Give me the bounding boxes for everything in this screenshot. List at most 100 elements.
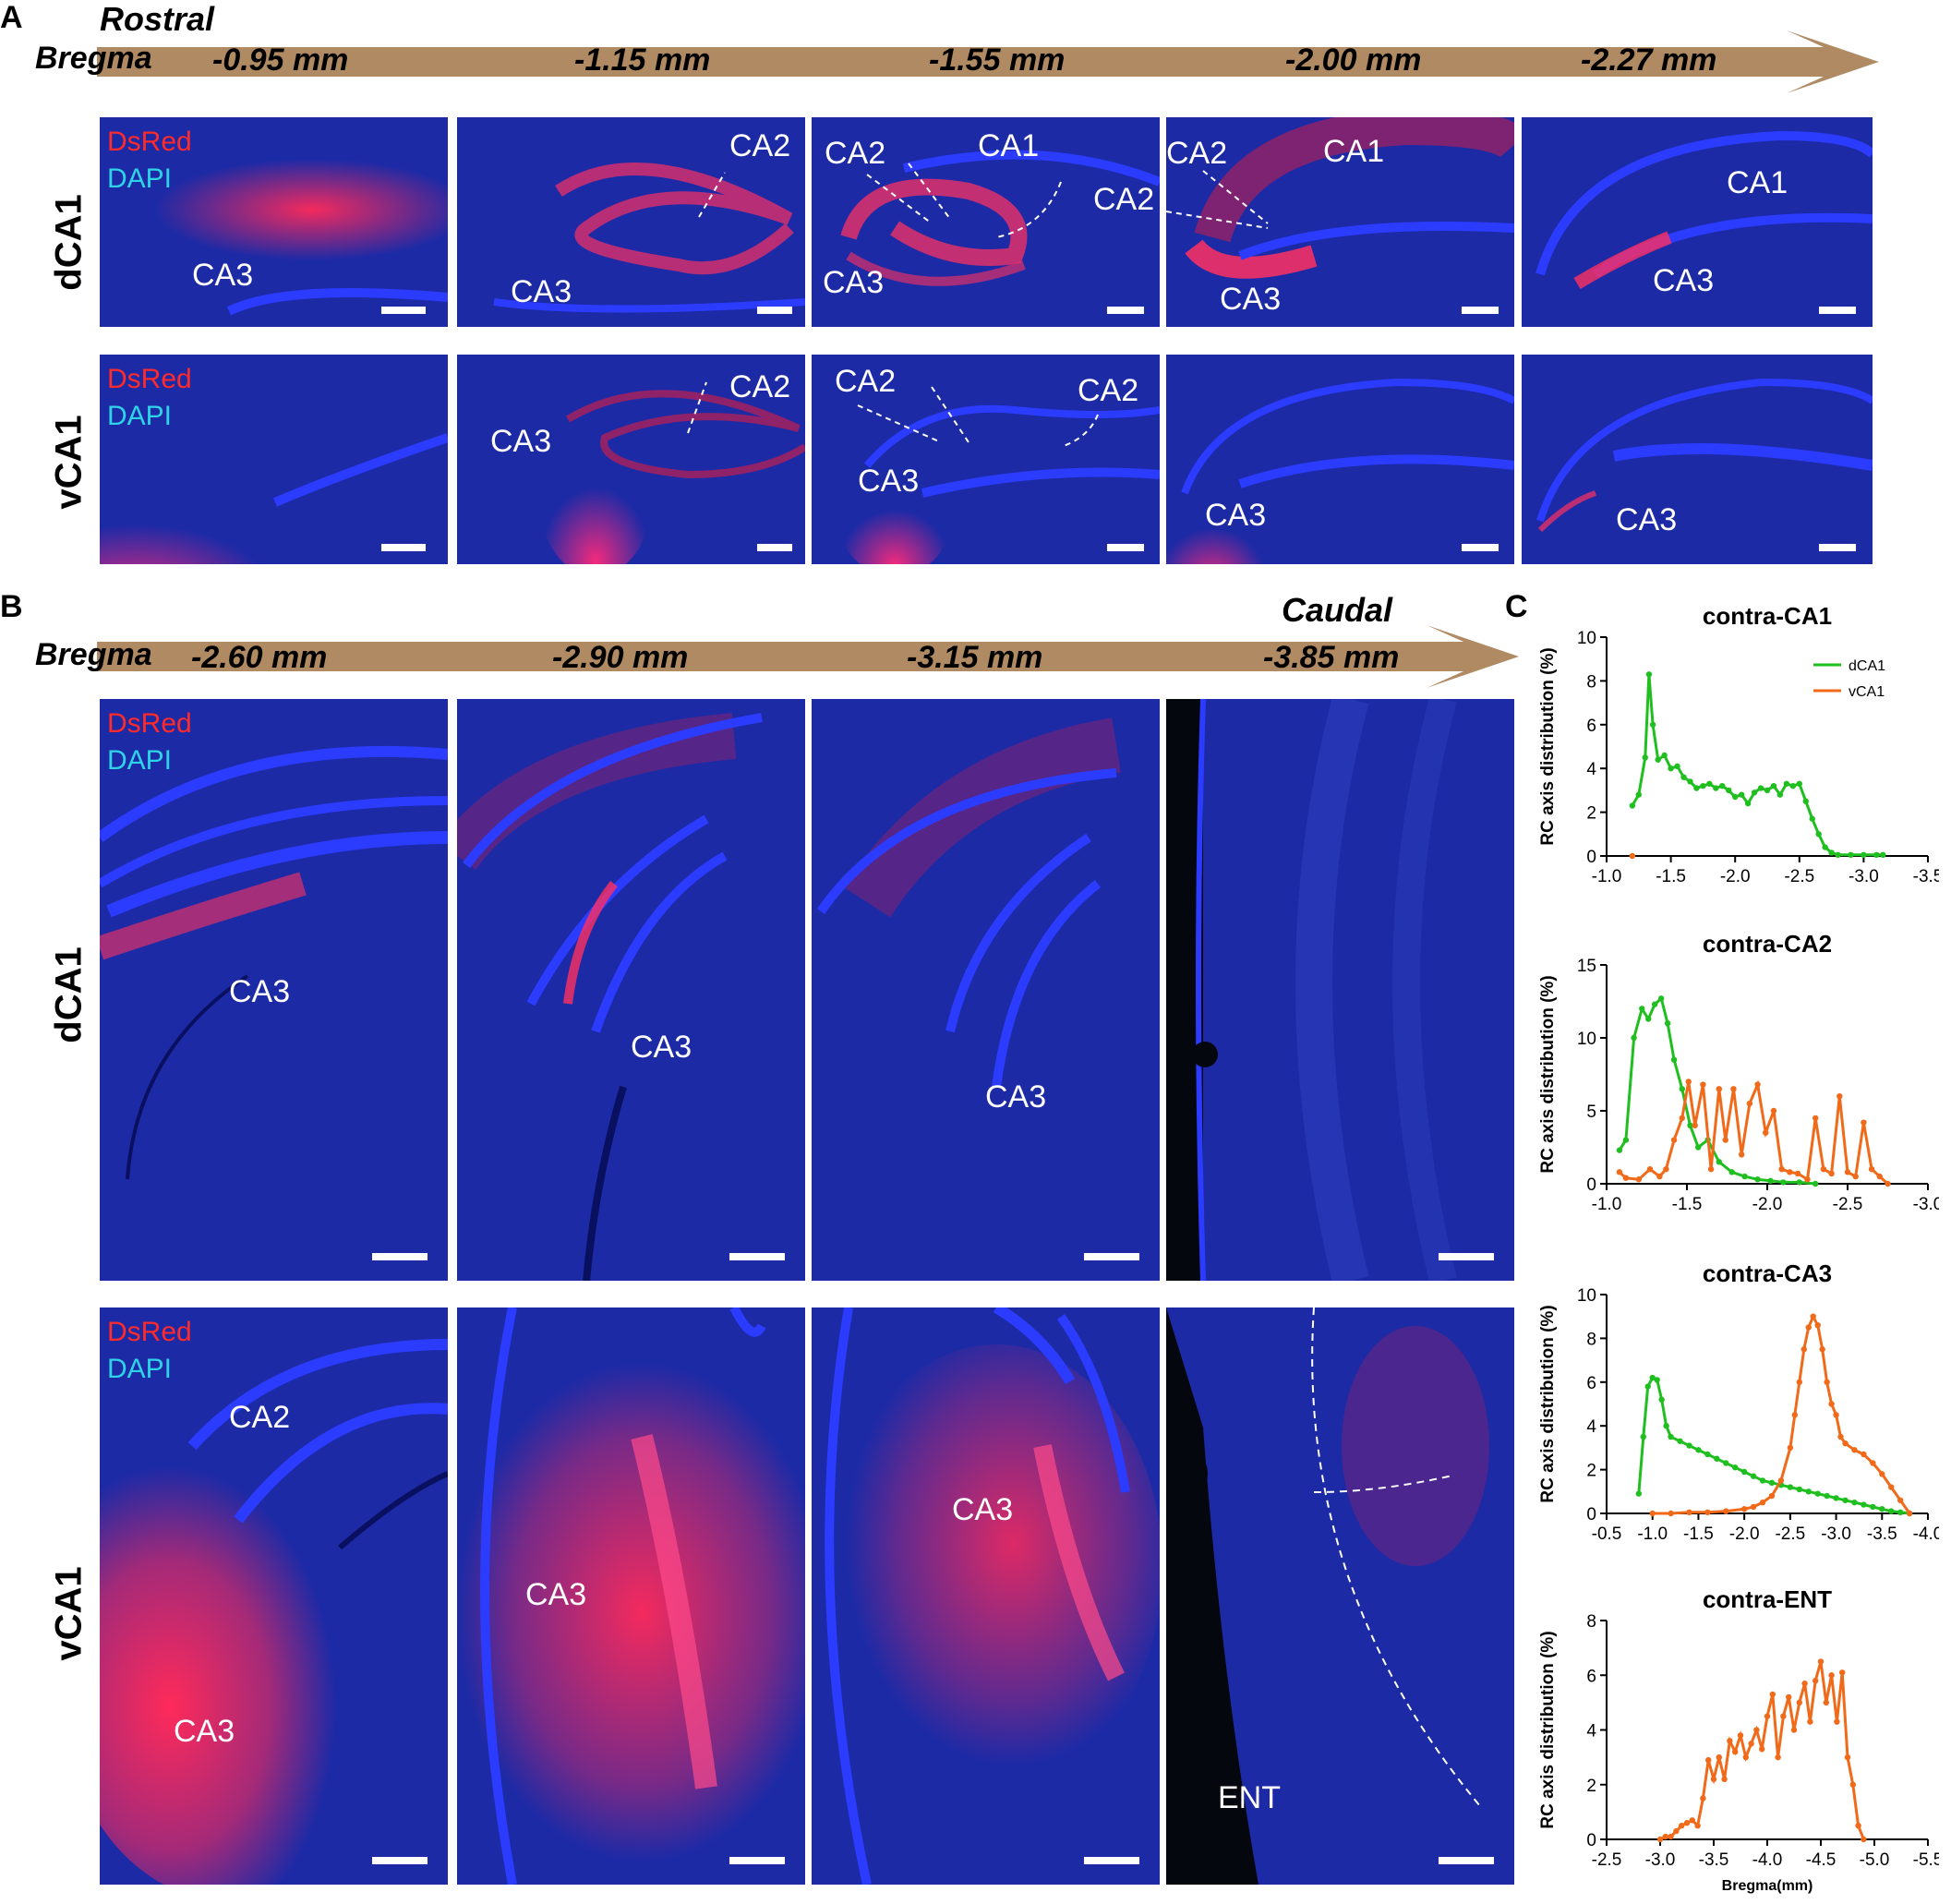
y-tick-label: 8 (1586, 672, 1596, 692)
data-point-vca1 (1763, 1129, 1769, 1136)
data-point-dca1 (1706, 780, 1713, 787)
x-tick-label: -5.0 (1860, 1850, 1890, 1870)
data-point-dca1 (1645, 1016, 1652, 1022)
data-point-dca1 (1670, 1056, 1678, 1063)
data-point-dca1 (1687, 1122, 1693, 1128)
row-label-dca1-a: dCA1 (48, 194, 90, 291)
data-point-dca1 (1873, 851, 1880, 859)
data-point-dca1 (1879, 1506, 1885, 1512)
data-point-dca1 (1616, 1147, 1623, 1153)
data-point-vca1 (1888, 1484, 1895, 1490)
data-point-vca1 (1775, 1753, 1781, 1761)
data-point-vca1 (1787, 1444, 1794, 1452)
data-point-dca1 (1780, 1179, 1787, 1186)
legend-dsred: DsRed (107, 708, 192, 739)
data-point-vca1 (1679, 1115, 1685, 1122)
region-ca3: CA3 (525, 1577, 587, 1612)
data-point-vca1 (1868, 1166, 1875, 1173)
chart-contra-ca2: contra-CA2 0 5 10 15 -1.0 -1.5 -2.0 -2.5 -3.0 RC a… (1538, 930, 1939, 1214)
x-tick-label: -2.5 (1775, 1524, 1805, 1544)
legend-dapi: DAPI (107, 401, 173, 431)
data-point-dca1 (1813, 1180, 1819, 1187)
region-ca2: CA2 (729, 369, 791, 404)
data-point-vca1 (1828, 1170, 1835, 1177)
data-point-dca1 (1649, 721, 1656, 728)
legend-dapi: DAPI (107, 163, 173, 194)
data-point-dca1 (1767, 1177, 1774, 1185)
data-point-vca1 (1790, 1727, 1798, 1733)
data-point-dca1 (1655, 756, 1661, 763)
data-point-vca1 (1716, 1086, 1722, 1092)
data-point-vca1 (1828, 1401, 1835, 1407)
region-ca3: CA3 (192, 258, 254, 293)
data-point-dca1 (1861, 1501, 1867, 1508)
micrograph-b-dca1-3: CA3 (812, 699, 1160, 1281)
data-point-vca1 (1810, 1313, 1816, 1320)
data-point-vca1 (1879, 1471, 1885, 1477)
data-point-dca1 (1809, 815, 1815, 822)
scale-bar (1819, 307, 1856, 314)
data-point-dca1 (1770, 782, 1777, 789)
data-point-vca1 (1759, 1746, 1765, 1753)
data-point-vca1 (1791, 1412, 1799, 1418)
x-tick-label: -3.0 (1821, 1524, 1851, 1544)
data-point-vca1 (1837, 1433, 1844, 1440)
data-point-vca1 (1622, 1175, 1630, 1181)
data-point-dca1 (1861, 851, 1867, 859)
y-tick-label: 8 (1586, 1612, 1596, 1632)
data-point-vca1 (1770, 1107, 1777, 1115)
data-point-vca1 (1754, 1081, 1761, 1088)
data-point-dca1 (1687, 778, 1693, 785)
chart-title: contra-CA3 (1703, 1259, 1832, 1287)
data-point-dca1 (1680, 774, 1687, 780)
data-point-dca1 (1639, 1006, 1645, 1012)
data-point-vca1 (1833, 1412, 1839, 1418)
data-point-vca1 (1844, 1169, 1851, 1175)
x-tick-label: -2.5 (1592, 1850, 1622, 1870)
data-point-vca1 (1737, 1732, 1744, 1739)
data-point-dca1 (1694, 1144, 1702, 1151)
x-axis-label: Bregma(mm) (1722, 1878, 1813, 1894)
data-point-dca1 (1796, 1179, 1802, 1186)
data-point-vca1 (1700, 1795, 1706, 1802)
y-axis-label: RC axis distribution (%) (1538, 1631, 1558, 1828)
data-point-dca1 (1668, 1433, 1674, 1440)
data-point-vca1 (1705, 1756, 1712, 1764)
data-point-dca1 (1663, 1423, 1669, 1429)
region-ca2: CA2 (1078, 373, 1139, 408)
data-point-vca1 (1801, 1680, 1808, 1687)
scale-bar (372, 1253, 428, 1260)
micrograph-b-dca1-2: CA3 (457, 699, 805, 1281)
data-point-vca1 (1842, 1440, 1849, 1447)
data-point-dca1 (1851, 1499, 1858, 1506)
data-point-vca1 (1769, 1691, 1776, 1698)
region-ca1: CA1 (1323, 134, 1385, 169)
y-tick-label: 0 (1586, 1505, 1596, 1524)
data-point-dca1 (1664, 1020, 1671, 1027)
data-point-vca1 (1813, 1677, 1819, 1684)
data-point-vca1 (1897, 1497, 1904, 1503)
data-point-vca1 (1668, 1833, 1674, 1840)
chart-title: contra-CA2 (1703, 930, 1832, 958)
data-point-vca1 (1844, 1753, 1851, 1761)
data-point-vca1 (1764, 1713, 1771, 1719)
region-ca2: CA2 (835, 364, 897, 399)
region-ca3: CA3 (823, 265, 885, 300)
data-point-dca1 (1695, 1447, 1702, 1453)
data-point-dca1 (1726, 787, 1732, 794)
data-point-dca1 (1789, 782, 1797, 789)
data-point-dca1 (1764, 787, 1771, 794)
region-ca2: CA2 (825, 136, 886, 171)
x-tick-label: -3.5 (1913, 867, 1939, 886)
data-point-vca1 (1778, 1166, 1785, 1173)
data-point-dca1 (1744, 800, 1752, 807)
data-point-vca1 (1694, 1822, 1701, 1829)
region-ca3: CA3 (1616, 502, 1678, 537)
data-point-vca1 (1786, 1693, 1792, 1701)
data-point-dca1 (1642, 754, 1648, 761)
x-tick-label: -2.0 (1752, 1195, 1783, 1214)
bregma-value-a3: -1.55 mm (929, 42, 1066, 78)
x-tick-label: -1.0 (1592, 1195, 1622, 1214)
scale-bar (1084, 1857, 1139, 1864)
bregma-value-b2: -2.90 mm (552, 640, 689, 675)
